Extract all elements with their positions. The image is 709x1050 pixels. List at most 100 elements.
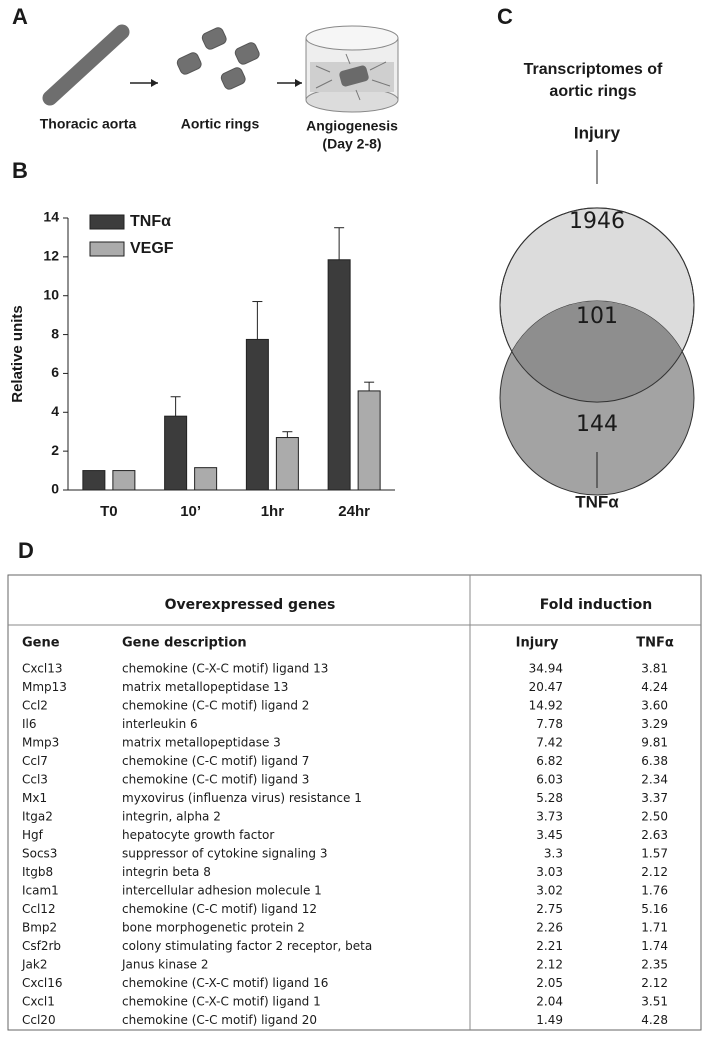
injury-fold: 3.45 <box>536 828 563 842</box>
y-tick-label: 0 <box>51 481 59 497</box>
gene: Icam1 <box>22 884 59 898</box>
tnf-fold: 2.12 <box>641 865 668 879</box>
injury-fold: 3.02 <box>536 884 563 898</box>
gene: Itga2 <box>22 810 53 824</box>
bar <box>327 259 351 491</box>
dish <box>305 25 399 113</box>
tnf-fold: 9.81 <box>641 736 668 750</box>
tnf-fold: 2.63 <box>641 828 668 842</box>
aorta <box>42 24 130 106</box>
legend-label: VEGF <box>130 240 174 257</box>
gene-description: myxovirus (influenza virus) resistance 1 <box>122 791 362 805</box>
injury-fold: 3.3 <box>544 847 563 861</box>
tnf-fold: 4.28 <box>641 1013 668 1027</box>
tnf-fold: 3.37 <box>641 791 668 805</box>
gene-description: chemokine (C-C motif) ligand 2 <box>122 699 309 713</box>
gene: Ccl7 <box>22 754 48 768</box>
overlap-count: 101 <box>576 304 618 329</box>
x-tick-label: 24hr <box>338 503 370 520</box>
gene: Csf2rb <box>22 939 61 953</box>
venn-title: Transcriptomes of <box>524 61 663 78</box>
injury-fold: 6.03 <box>536 773 563 787</box>
tnf-fold: 1.71 <box>641 921 668 935</box>
bar <box>275 437 299 491</box>
gene-description: chemokine (C-X-C motif) ligand 16 <box>122 976 328 990</box>
column-header: Gene description <box>122 636 247 651</box>
gene-description: chemokine (C-C motif) ligand 7 <box>122 754 309 768</box>
y-tick-label: 8 <box>51 325 59 341</box>
gene: Socs3 <box>22 847 57 861</box>
panel-label: C <box>497 4 513 29</box>
gene-description: suppressor of cytokine signaling 3 <box>122 847 327 861</box>
injury-fold: 2.21 <box>536 939 563 953</box>
bar-chart: 0 2 4 6 8 10 12 14 T0 10’ 1hr 24hr TNFα VEGF <box>43 209 381 520</box>
tnf-fold: 3.60 <box>641 699 668 713</box>
gene-description: integrin beta 8 <box>122 865 211 879</box>
gene: Mmp3 <box>22 736 59 750</box>
tnf-fold: 3.51 <box>641 995 668 1009</box>
gene-description: bone morphogenetic protein 2 <box>122 921 305 935</box>
injury-fold: 7.78 <box>536 717 563 731</box>
y-axis-label: Relative units <box>9 305 26 403</box>
bar <box>82 470 106 491</box>
set-count: 144 <box>576 412 618 437</box>
step-label: Angiogenesis <box>306 118 398 134</box>
column-header: Gene <box>22 636 60 651</box>
injury-fold: 5.28 <box>536 791 563 805</box>
gene-description: interleukin 6 <box>122 717 198 731</box>
legend-swatch <box>89 241 125 257</box>
panel-label: D <box>18 538 34 563</box>
legend-swatch <box>89 214 125 230</box>
gene-description: integrin, alpha 2 <box>122 810 221 824</box>
column-header: Injury <box>516 636 559 651</box>
set-label: Injury <box>574 123 621 142</box>
tnf-fold: 2.34 <box>641 773 668 787</box>
tnf-fold: 6.38 <box>641 754 668 768</box>
gene-description: Janus kinase 2 <box>121 958 209 972</box>
gene: Itgb8 <box>22 865 53 879</box>
injury-fold: 7.42 <box>536 736 563 750</box>
set-count: 1946 <box>569 209 625 234</box>
bar <box>357 390 381 491</box>
injury-fold: 2.26 <box>536 921 563 935</box>
tnf-fold: 4.24 <box>641 680 668 694</box>
gene-description: chemokine (C-C motif) ligand 20 <box>122 1013 317 1027</box>
injury-fold: 2.75 <box>536 902 563 916</box>
arrow-head <box>295 79 302 87</box>
y-tick-label: 14 <box>43 209 59 225</box>
outline <box>499 207 695 403</box>
tnf-fold: 3.81 <box>641 662 668 676</box>
tnf-fold: 3.29 <box>641 717 668 731</box>
tnf-fold: 1.76 <box>641 884 668 898</box>
tnf-fold: 1.74 <box>641 939 668 953</box>
y-tick-label: 10 <box>43 286 59 302</box>
panel-label: A <box>12 4 28 29</box>
injury-fold: 20.47 <box>529 680 563 694</box>
gene: Il6 <box>22 717 37 731</box>
gene-description: hepatocyte growth factor <box>122 828 274 842</box>
gene: Jak2 <box>21 958 47 972</box>
gene-description: colony stimulating factor 2 receptor, be… <box>122 939 372 953</box>
tnf-fold: 2.50 <box>641 810 668 824</box>
y-tick-label: 2 <box>51 442 59 458</box>
injury-fold: 6.82 <box>536 754 563 768</box>
gene: Ccl12 <box>22 902 56 916</box>
rings <box>176 27 260 90</box>
y-tick-label: 6 <box>51 364 59 380</box>
bar <box>194 467 218 491</box>
injury-fold: 14.92 <box>529 699 563 713</box>
tnf-fold: 2.12 <box>641 976 668 990</box>
table-body: Cxcl13 chemokine (C-X-C motif) ligand 13 3… <box>21 662 668 1028</box>
injury-fold: 1.49 <box>536 1013 563 1027</box>
injury-fold: 2.05 <box>536 976 563 990</box>
gene: Bmp2 <box>22 921 57 935</box>
x-tick-label: 1hr <box>261 503 285 520</box>
injury-fold: 3.73 <box>536 810 563 824</box>
step-label: Thoracic aorta <box>40 116 137 132</box>
column-header: TNFα <box>636 636 674 651</box>
injury-fold: 2.04 <box>536 995 563 1009</box>
gene-description: chemokine (C-X-C motif) ligand 1 <box>122 995 321 1009</box>
gene-description: chemokine (C-X-C motif) ligand 13 <box>122 662 328 676</box>
gene-description: chemokine (C-C motif) ligand 3 <box>122 773 309 787</box>
